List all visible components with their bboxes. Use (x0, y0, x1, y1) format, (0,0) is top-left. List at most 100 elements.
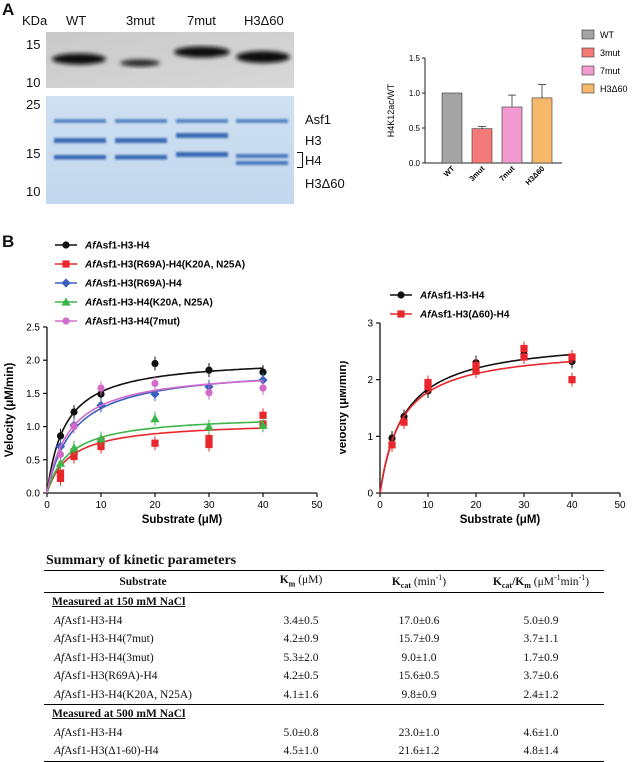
cell-km: 4.5±1.0 (242, 742, 360, 762)
cell-km: 4.1±1.6 (283, 688, 319, 701)
h4k12ac-bar-chart: 0.0 0.5 1.0 1.5 H4K12ac/WT WT 3mut 7mut H3Δ60 WT 3… (386, 29, 628, 187)
chart150-x-tick-label: 40 (257, 500, 269, 511)
cell-kcat: 21.6±1.2 (360, 742, 478, 762)
table-section-row: Measured at 150 mM NaCl (44, 593, 604, 612)
header-kcat-km: Kcat/Km (μM-1min-1) (478, 569, 604, 594)
legend-label-0: WT (600, 30, 614, 40)
chart500-x-axis-label: Substrate (μM) (460, 514, 541, 526)
panel-a-letter: A (2, 0, 15, 19)
cell-substrate: AfAsf1-H3(R69A)-H4 (54, 670, 158, 683)
chart150-data-point (204, 422, 214, 431)
panel-b-letter: B (2, 232, 15, 251)
cell-kcat: 9.8±0.9 (401, 688, 437, 701)
table-header-row: Substrate Km (μM) Kcat (min-1) Kcat/Km (… (44, 569, 604, 594)
legend-swatch-3 (581, 83, 595, 94)
cell-km: 4.2±0.5 (283, 670, 319, 683)
section-label: Measured at 150 mM NaCl (52, 596, 186, 609)
chart500-y-tick-label: 2 (367, 375, 373, 386)
chart150-y-tick-label: 2.5 (26, 323, 40, 334)
chart150-data-point (259, 368, 267, 376)
chart150-legend-label-2: AfAsf1-H3(R69A)-H4 (84, 279, 182, 290)
cell-substrate: AfAsf1-H3(Δ1-60)-H4 (44, 742, 242, 762)
chart150-data-point (55, 458, 66, 467)
chart500-data-point (472, 361, 480, 370)
kinetic-parameters-table: Substrate Km (μM) Kcat (min-1) Kcat/Km (… (44, 569, 604, 762)
chart150-x-tick-label: 0 (44, 500, 50, 511)
western-blot-image (46, 32, 294, 88)
chart500-y-tick-label: 0 (367, 489, 373, 500)
cell-kcat: 9.0±1.0 (401, 651, 437, 664)
chart150-legend-label-4: AfAsf1-H3-H4(7mut) (84, 317, 180, 328)
chart150-x-axis-label: Substrate (μM) (142, 514, 223, 526)
table-row: AfAsf1-H3-H4(3mut) 5.3±2.0 9.0±1.0 1.7±0.9 (44, 649, 604, 668)
table-row: AfAsf1-H3-H4(7mut) 4.2±0.9 15.7±0.9 3.7±1.1 (44, 630, 604, 649)
chart150-legend-label-3: AfAsf1-H3-H4(K20A, N25A) (84, 298, 213, 309)
chart150-legend-marker (62, 260, 70, 268)
table-row: AfAsf1-H3(R69A)-H4 4.2±0.5 15.6±0.5 3.7±0.6 (44, 667, 604, 686)
cell-kcat: 17.0±0.6 (398, 614, 440, 627)
chart150-data-point (97, 442, 105, 451)
header-substrate: Substrate (44, 569, 242, 594)
chart500-series-1 (379, 341, 576, 494)
h4-bracket (297, 152, 303, 168)
table-title: Summary of kinetic parameters (46, 553, 237, 568)
western-marker-10: 10 (26, 75, 41, 90)
chart150-fit-curve-1 (46, 427, 264, 494)
chart500-legend-marker (397, 291, 405, 299)
cell-kcat-km: 5.0±0.9 (523, 614, 559, 627)
lane-label-wt: WT (66, 13, 87, 28)
cell-substrate: AfAsf1-H3-H4(7mut) (54, 633, 154, 646)
lane-label-7mut: 7mut (187, 13, 216, 28)
cell-kcat-km: 2.4±1.2 (523, 688, 559, 701)
legend-swatch-2 (581, 65, 595, 76)
cell-substrate: AfAsf1-H3-H4(3mut) (54, 651, 154, 664)
bar-category-label: H3Δ60 (524, 164, 547, 187)
chart500-data-point (568, 376, 576, 384)
bar-y-tick-label: 1.0 (409, 89, 421, 98)
bar-1 (471, 128, 493, 164)
western-marker-15: 15 (26, 37, 41, 52)
cell-kcat-km: 3.7±1.1 (523, 633, 559, 646)
chart150-data-point (56, 432, 65, 440)
chart500-data-point (520, 344, 528, 353)
chart150-data-point (70, 423, 78, 431)
chart150-x-tick-label: 30 (203, 500, 215, 511)
chart150-x-tick-label: 50 (311, 500, 323, 511)
table-section-row: Measured at 500 mM NaCl (44, 704, 604, 724)
chart150-y-axis-label: Velocity (μM/min) (4, 363, 16, 458)
bar-y-tick-label: 0.0 (409, 159, 421, 168)
table-row: AfAsf1-H3-H4 3.4±0.5 17.0±0.6 5.0±0.9 (44, 612, 604, 631)
chart500-legend-label-1: AfAsf1-H3(Δ60)-H4 (419, 310, 510, 321)
chart150-data-point (258, 420, 268, 429)
chart150-y-tick-label: 0.0 (26, 489, 40, 500)
bar-category-label: 7mut (497, 164, 516, 183)
cell-kcat-km: 4.8±1.4 (478, 742, 604, 762)
bar-y-tick-label: 1.5 (409, 54, 421, 63)
chart500-y-tick-label: 1 (367, 432, 373, 443)
bar-category-label: WT (442, 164, 457, 179)
legend-swatch-1 (581, 47, 595, 58)
cell-kcat: 23.0±1.0 (398, 726, 440, 739)
chart150-data-point (205, 440, 213, 449)
chart150-data-point (151, 379, 159, 388)
chart150-data-point (151, 439, 159, 447)
chart150-data-point (96, 433, 106, 443)
legend-label-3: H3Δ60 (600, 84, 628, 94)
kinetics-chart-150mm: 0 10 20 30 40 50 0.0 0.5 1.0 1.5 2.0 2.5 Substrate (… (4, 241, 323, 527)
cell-kcat: 15.6±0.5 (398, 670, 440, 683)
protein-label-asf1: Asf1 (305, 112, 332, 127)
chart500-data-point (424, 382, 432, 391)
coomassie-marker-25: 25 (26, 97, 41, 112)
chart500-x-tick-label: 20 (470, 500, 482, 511)
coomassie-marker-15: 15 (26, 146, 41, 161)
chart150-x-tick-label: 10 (95, 500, 107, 511)
cell-substrate: AfAsf1-H3-H4 (54, 614, 123, 627)
chart150-legend-label-1: AfAsf1-H3(R69A)-H4(K20A, N25A) (84, 260, 245, 271)
chart500-x-tick-label: 30 (518, 500, 530, 511)
chart150-data-point (97, 384, 105, 392)
cell-kcat-km: 1.7±0.9 (523, 651, 559, 664)
coomassie-marker-10: 10 (26, 184, 41, 199)
chart500-legend-label-0: AfAsf1-H3-H4 (419, 291, 485, 302)
cell-kcat: 15.7±0.9 (398, 633, 440, 646)
coomassie-gel-image (46, 96, 294, 204)
